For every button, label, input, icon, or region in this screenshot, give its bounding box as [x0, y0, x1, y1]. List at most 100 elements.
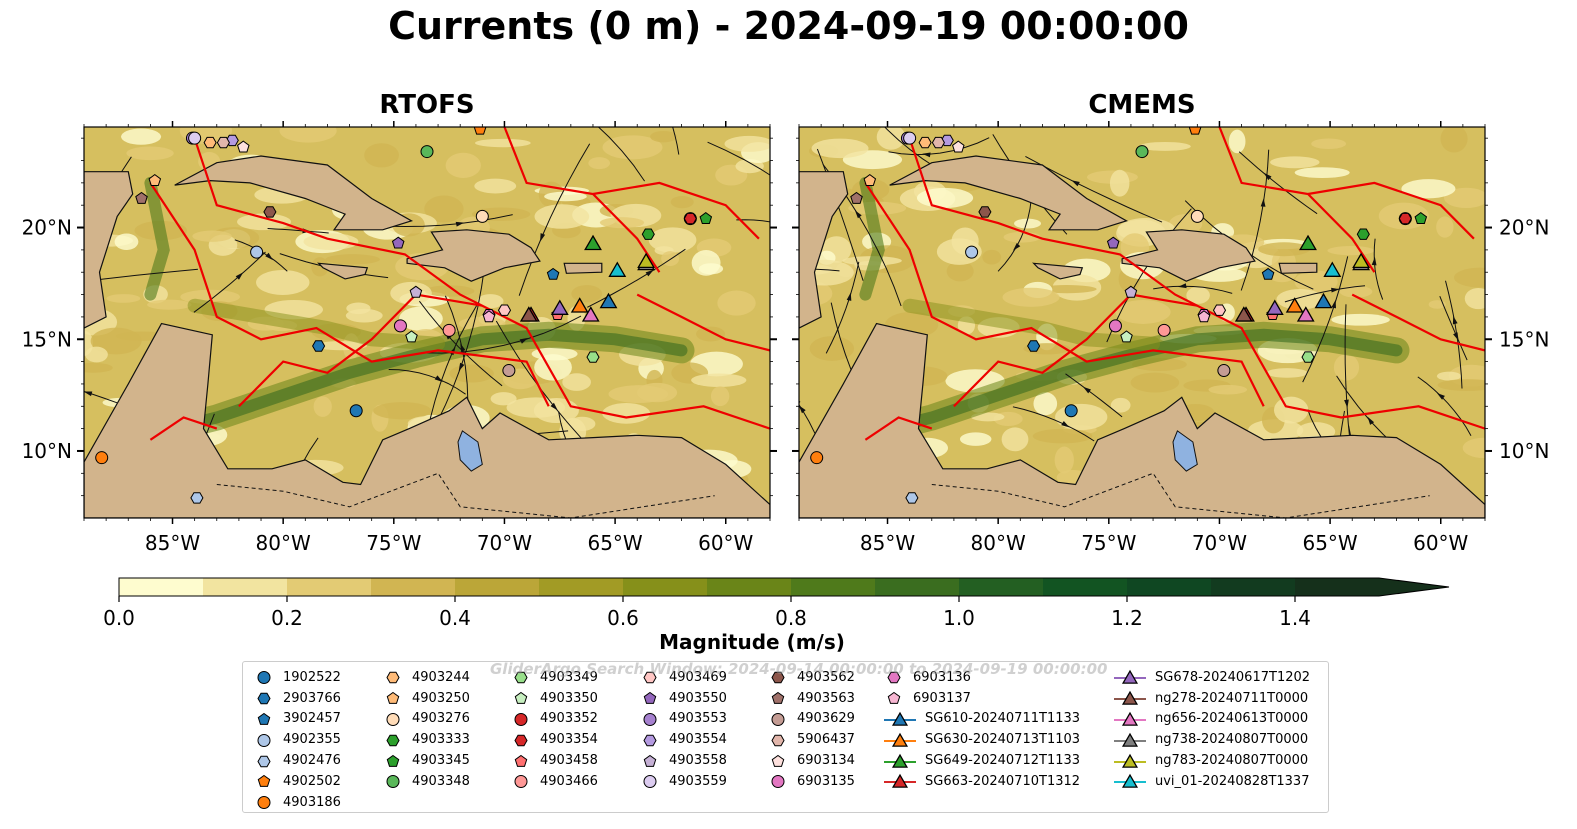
legend-label: uvi_01-20240828T1337 [1155, 773, 1310, 789]
legend-marker-hexagon [257, 692, 271, 705]
float-6903134 [237, 140, 250, 153]
legend-label: 4903345 [412, 753, 470, 769]
legend-marker-pentagon [643, 692, 657, 705]
eez-line [1218, 127, 1376, 273]
legend-label: 4903352 [540, 711, 598, 727]
legend-entry: 6903135 [767, 771, 855, 792]
legend-marker-hexagon [643, 672, 657, 684]
eez-line [1307, 181, 1475, 240]
legend-marker-hexagon [386, 734, 400, 746]
float-4903276 [475, 209, 489, 223]
legend-label: 4903186 [283, 794, 341, 810]
legend-entry: 4903354 [510, 729, 598, 750]
legend-entry: 1902522 [253, 667, 341, 688]
legend-entry: 4903250 [382, 688, 470, 709]
float-4903629 [1217, 364, 1231, 378]
legend-entry: 4903349 [510, 667, 598, 688]
legend-marker-hexagon [257, 755, 271, 767]
lat-tick-label: 10°N [1499, 439, 1549, 463]
legend-label: 6903134 [797, 753, 855, 769]
float-4903345 [1414, 211, 1428, 224]
colorbar-segment [287, 578, 372, 596]
float-6903137 [482, 310, 496, 323]
lake-maracaibo [457, 430, 483, 472]
eez-line [1351, 293, 1485, 352]
legend-entry: 4902355 [253, 729, 341, 750]
legend-entry: SG663-20240710T1312 [883, 771, 1080, 792]
legend-marker-hexagon [514, 672, 528, 684]
legend-label: 4903553 [669, 711, 727, 727]
legend-entry: 5906437 [767, 729, 855, 750]
colorbar-segment [623, 578, 708, 596]
legend-marker-pentagon [386, 754, 400, 767]
colorbar-tick-label: 1.0 [943, 606, 975, 630]
legend-marker-circle [386, 712, 400, 726]
land-polygon [317, 262, 369, 280]
eez-line [149, 182, 550, 407]
legend-entry: 4903244 [382, 667, 470, 688]
legend-label: 1902522 [283, 669, 341, 685]
float-4903559 [903, 131, 917, 145]
lon-tick-label: 75°W [1081, 531, 1136, 555]
country-border [931, 472, 1430, 518]
legend-marker-hexagon [771, 672, 785, 684]
land-polygon [799, 322, 1485, 518]
lon-tick-label: 65°W [1302, 531, 1357, 555]
colorbar-segment [119, 578, 204, 596]
country-border [216, 472, 715, 518]
colorbar-segment [791, 578, 876, 596]
legend-entry: 4903350 [510, 688, 598, 709]
legend-label: 4903559 [669, 773, 727, 789]
legend-label: 4903469 [669, 669, 727, 685]
legend-label: ng278-20240711T0000 [1155, 690, 1309, 706]
legend-marker-triangle [1114, 670, 1146, 685]
map-frame [798, 126, 1486, 519]
eez-line [636, 293, 770, 352]
colorbar-tick-label: 0.8 [775, 606, 807, 630]
glider-ng656-20240613T0000 [581, 306, 600, 322]
float-5906437 [931, 136, 945, 149]
land-polygon [889, 155, 1129, 231]
observation-markers [810, 127, 1428, 504]
float-4903244 [203, 136, 217, 149]
legend-label: 4903558 [669, 753, 727, 769]
land-polygon [563, 262, 603, 274]
legend-entry: 4903276 [382, 709, 470, 730]
glider-SG610-20240711T1133 [599, 292, 618, 309]
eez-line [592, 181, 760, 240]
float-4902476 [190, 492, 204, 504]
legend-marker-triangle [884, 753, 916, 768]
legend-label: 4903554 [669, 732, 727, 748]
colorbar-tick-label: 0.2 [271, 606, 303, 630]
lat-tick-label: 15°N [1499, 327, 1549, 351]
land-polygon [1278, 262, 1318, 274]
float-4903563 [850, 191, 863, 204]
land-polygon [84, 171, 134, 329]
legend-entry: 4903333 [382, 729, 470, 750]
legend-entry: 4903345 [382, 750, 470, 771]
legend-marker-pentagon [386, 692, 400, 705]
glider-SG610-20240711T1133 [1314, 292, 1333, 309]
float-6903135 [393, 319, 407, 333]
float-4903345 [699, 211, 713, 224]
legend-marker-hexagon [887, 672, 901, 684]
legend-entry: SG630-20240713T1103 [883, 729, 1080, 750]
legend-marker-circle [643, 775, 657, 789]
legend-label: 4903348 [412, 773, 470, 789]
glider-ng278-20240711T0000 [519, 306, 538, 322]
figure-title: Currents (0 m) - 2024-09-19 00:00:00 [388, 4, 1189, 48]
float-4903348 [1135, 145, 1149, 159]
legend-entry: 4903629 [767, 709, 855, 730]
eez-boundaries [149, 127, 770, 441]
legend-marker-pentagon [514, 692, 528, 705]
legend-marker-circle [257, 671, 271, 685]
legend-label: 4903350 [540, 690, 598, 706]
legend-label: 6903136 [913, 669, 971, 685]
float-4903469 [497, 304, 512, 316]
glider-SG630-20240713T1103 [570, 297, 589, 313]
colorbar-segment [371, 578, 456, 596]
map-panel-rtofs [83, 126, 771, 519]
float-4903333 [641, 228, 655, 240]
lon-tick-label: 60°W [1413, 531, 1468, 555]
float-4903629 [502, 364, 516, 378]
